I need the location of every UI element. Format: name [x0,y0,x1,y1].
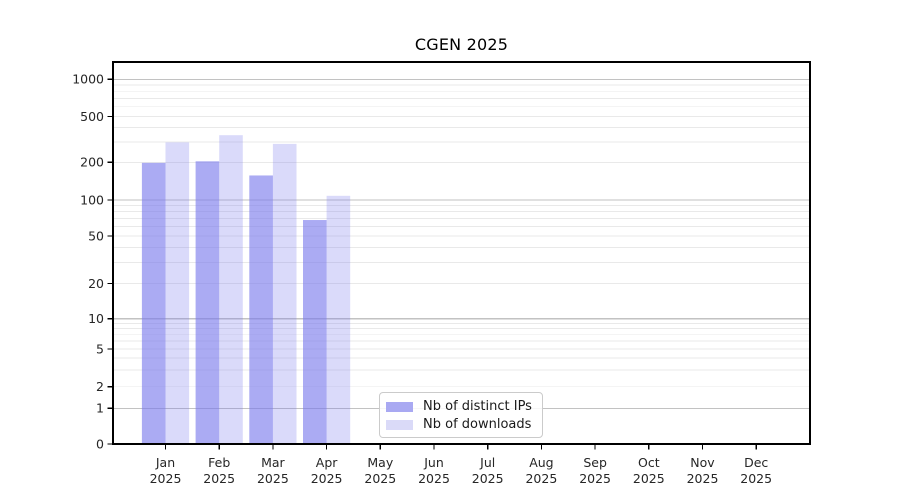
bar-mar-distinct-ips [249,175,273,444]
y-tick-label-1000: 1000 [72,72,104,87]
x-tick-label-year-feb: 2025 [203,471,235,486]
y-tick-label-5: 5 [96,341,104,356]
axis-frame [112,61,811,445]
bar-jan-distinct-ips [141,162,166,445]
x-tick-label-month-mar: Mar [261,455,285,470]
x-tick-label-month-nov: Nov [690,455,715,470]
x-tick-label-year-apr: 2025 [311,471,343,486]
bar-feb-downloads [219,135,243,444]
legend-item-downloads: Nb of downloads [386,417,534,432]
x-tick-label-year-jun: 2025 [418,471,450,486]
x-tick-label-month-jun: Jun [423,455,444,470]
x-tick-label-month-apr: Apr [316,455,338,470]
legend-label-downloads: Nb of downloads [423,417,532,432]
legend-item-distinct-ips: Nb of distinct IPs [386,399,534,414]
y-tick-label-50: 50 [88,228,104,243]
y-tick-label-10: 10 [88,311,104,326]
x-tick-label-month-may: May [367,455,393,470]
bar-mar-downloads [272,143,297,444]
x-tick-label-month-aug: Aug [529,455,553,470]
legend-swatch-downloads [386,419,413,430]
x-tick-label-year-jan: 2025 [150,471,182,486]
y-tick-label-1: 1 [96,401,104,416]
bar-feb-distinct-ips [195,161,220,444]
y-tick-label-500: 500 [80,109,104,124]
x-tick-label-month-sep: Sep [583,455,607,470]
chart-title: CGEN 2025 [414,35,509,54]
x-tick-label-year-oct: 2025 [633,471,665,486]
bar-apr-distinct-ips [303,220,327,444]
x-tick-label-month-feb: Feb [208,455,230,470]
y-tick-label-2: 2 [96,379,104,394]
x-tick-label-month-jan: Jan [155,455,175,470]
x-tick-label-year-aug: 2025 [525,471,557,486]
x-tick-label-year-mar: 2025 [257,471,289,486]
y-tick-label-20: 20 [88,276,104,291]
bar-jan-downloads [165,142,190,444]
x-tick-label-year-jul: 2025 [472,471,504,486]
x-tick-label-year-dec: 2025 [740,471,772,486]
y-tick-label-0: 0 [96,436,104,451]
bar-apr-downloads [326,195,351,444]
x-tick-label-month-jul: Jul [479,455,495,470]
legend: Nb of distinct IPs Nb of downloads [379,392,543,438]
y-tick-label-100: 100 [80,192,104,207]
x-tick-label-year-may: 2025 [364,471,396,486]
legend-label-distinct-ips: Nb of distinct IPs [423,399,532,414]
x-tick-label-month-dec: Dec [744,455,768,470]
x-tick-label-year-nov: 2025 [687,471,719,486]
x-tick-label-year-sep: 2025 [579,471,611,486]
legend-swatch-distinct-ips [386,401,413,412]
y-tick-label-200: 200 [80,155,104,170]
x-tick-label-month-oct: Oct [638,455,660,470]
